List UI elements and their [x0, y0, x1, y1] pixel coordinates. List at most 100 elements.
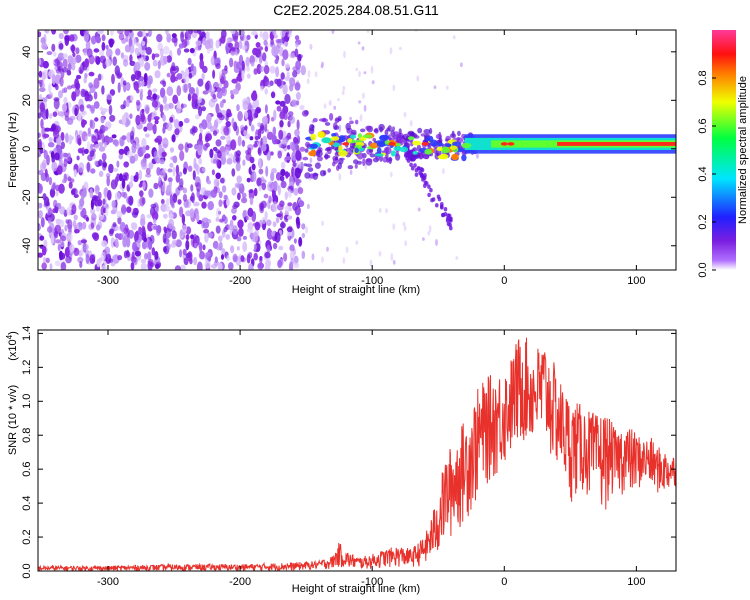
- spectrogram-noise-cell: [121, 178, 126, 189]
- spectrogram-noise-cell: [101, 240, 108, 248]
- spectrogram-noise-cell: [107, 136, 114, 143]
- spectrogram-noise-cell: [296, 119, 300, 130]
- spectrogram-signal-blob: [310, 149, 317, 157]
- spectrogram-noise-cell: [204, 260, 211, 269]
- spectrogram-noise-cell: [215, 225, 221, 234]
- spectrogram-noise-cell: [89, 254, 96, 264]
- spectrogram-noise-cell: [98, 73, 102, 81]
- spectrogram-noise-cell: [90, 222, 95, 229]
- spectrogram-noise-cell: [84, 72, 88, 79]
- spectrogram-signal-tail: [435, 203, 439, 208]
- spectrogram-noise-cell: [129, 30, 133, 33]
- spectrogram-noise-cell: [97, 199, 103, 207]
- spectrogram-noise-cell: [180, 31, 185, 43]
- spectrogram-noise-cell: [132, 207, 139, 213]
- spectrogram-noise-cell: [138, 183, 143, 188]
- spectrogram-noise-cell: [196, 261, 203, 270]
- spectrogram-noise-cell: [86, 161, 91, 173]
- spectrogram-noise-cell: [89, 84, 96, 94]
- spectrogram-noise-cell: [98, 146, 106, 152]
- spectrogram-noise-cell: [111, 200, 117, 208]
- spectrogram-noise-cell: [198, 96, 202, 104]
- spectrogram-noise-cell: [140, 56, 144, 68]
- spectrogram-noise-cell: [129, 44, 135, 54]
- spectrogram-noise-cell: [148, 188, 154, 198]
- spectrogram-noise-cell: [44, 127, 51, 132]
- spectrogram-noise-cell: [274, 231, 281, 243]
- spectrogram-noise-cell: [69, 34, 75, 42]
- spectrogram-noise-cell: [260, 124, 265, 134]
- spectrogram-noise-cell: [107, 189, 112, 201]
- spectrogram-noise-cell: [266, 131, 274, 140]
- spectrogram-noise-cell: [242, 100, 249, 111]
- spectrogram-noise-cell: [221, 68, 228, 75]
- snr-x-tick-label: 100: [627, 576, 645, 588]
- spectrogram-hotspot: [500, 142, 508, 146]
- spectrogram-noise-cell: [220, 135, 226, 140]
- spectrogram-noise-cell: [298, 236, 303, 247]
- spectrogram-noise-cell: [163, 55, 168, 65]
- spectrogram-signal-tail: [409, 162, 413, 167]
- spectrogram-noise-cell: [98, 49, 105, 56]
- spectrogram-signal-tail: [427, 184, 431, 189]
- spectrogram-noise-cell: [79, 104, 85, 112]
- spectrogram-noise-cell: [177, 199, 182, 205]
- spectrogram-signal-haze: [301, 110, 309, 117]
- spectrogram-noise-cell: [221, 151, 226, 159]
- spectrogram-signal-blob: [437, 142, 444, 147]
- spectrogram-noise-cell: [241, 70, 245, 81]
- spectrogram-noise-cell: [241, 192, 247, 199]
- spectrogram-x-ticks: -300 -200 -100 0 100: [97, 30, 646, 287]
- spectrogram-noise-cell: [166, 243, 171, 251]
- spectrogram-signal-tail: [413, 163, 417, 168]
- spectrogram-noise-cell: [75, 47, 80, 55]
- spectrogram-noise-cell: [232, 155, 237, 164]
- spectrogram-noise-cell: [215, 149, 221, 154]
- spectrogram-noise-cell: [73, 169, 77, 178]
- spectrogram-signal-blob: [412, 151, 418, 155]
- spectrogram-noise-cell: [51, 184, 57, 191]
- spectrogram-noise-cell: [159, 48, 164, 57]
- spectrogram-signal-haze: [324, 122, 331, 126]
- spectrogram-noise-cell: [201, 106, 206, 112]
- spectrogram-noise-cell: [218, 71, 222, 79]
- spectrogram-noise-cell: [252, 232, 259, 243]
- spectrogram-noise-cell: [214, 256, 218, 264]
- spectrogram-noise-cell: [105, 173, 111, 178]
- spectrogram-noise-cell: [49, 263, 53, 270]
- spectrogram-noise-cell: [259, 46, 263, 51]
- spectrogram-noise-cell: [144, 62, 151, 71]
- spectrogram-noise-cell: [272, 221, 277, 228]
- spectrogram-noise-cell: [135, 50, 141, 56]
- spectrogram-noise-cell: [179, 178, 184, 188]
- spectrogram-sparse-cell: [404, 240, 408, 247]
- spectrogram-noise-cell: [273, 109, 277, 121]
- spectrogram-noise-cell: [42, 193, 47, 201]
- spectrogram-noise-cell: [195, 163, 199, 172]
- spectrogram-noise-cell: [240, 124, 245, 131]
- spectrogram-noise-cell: [255, 42, 261, 48]
- spectrogram-noise-cell: [155, 135, 163, 144]
- spectrogram-noise-cell: [246, 177, 251, 183]
- spectrogram-noise-cell: [53, 148, 57, 153]
- spectrogram-noise-cell: [42, 60, 49, 69]
- spectrogram-noise-cell: [132, 258, 137, 264]
- spectrogram-signal-blob: [407, 136, 415, 141]
- spectrogram-signal-haze: [305, 163, 313, 168]
- spectrogram-signal-tail: [422, 175, 427, 181]
- spectrogram-noise-cell: [134, 250, 141, 257]
- spectrogram-signal-blob: [369, 142, 379, 149]
- spectrogram-y-ticks: -40 -20 0 20 40: [21, 46, 676, 254]
- spectrogram-noise-cell: [166, 122, 173, 131]
- spectrogram-noise-cell: [232, 88, 239, 95]
- spectrogram-noise-cell: [282, 49, 289, 61]
- spectrogram-noise-cell: [186, 143, 193, 149]
- spectrogram-noise-cell: [210, 189, 217, 198]
- spectrogram-noise-cell: [195, 40, 202, 46]
- spectrogram-noise-cell: [231, 187, 237, 196]
- spectrogram-noise-cell: [53, 230, 59, 239]
- spectrogram-noise-cell: [284, 76, 291, 82]
- spectrogram-signal-haze: [351, 129, 357, 135]
- spectrogram-noise-cell: [196, 182, 201, 192]
- spectrogram-noise-cell: [141, 225, 146, 232]
